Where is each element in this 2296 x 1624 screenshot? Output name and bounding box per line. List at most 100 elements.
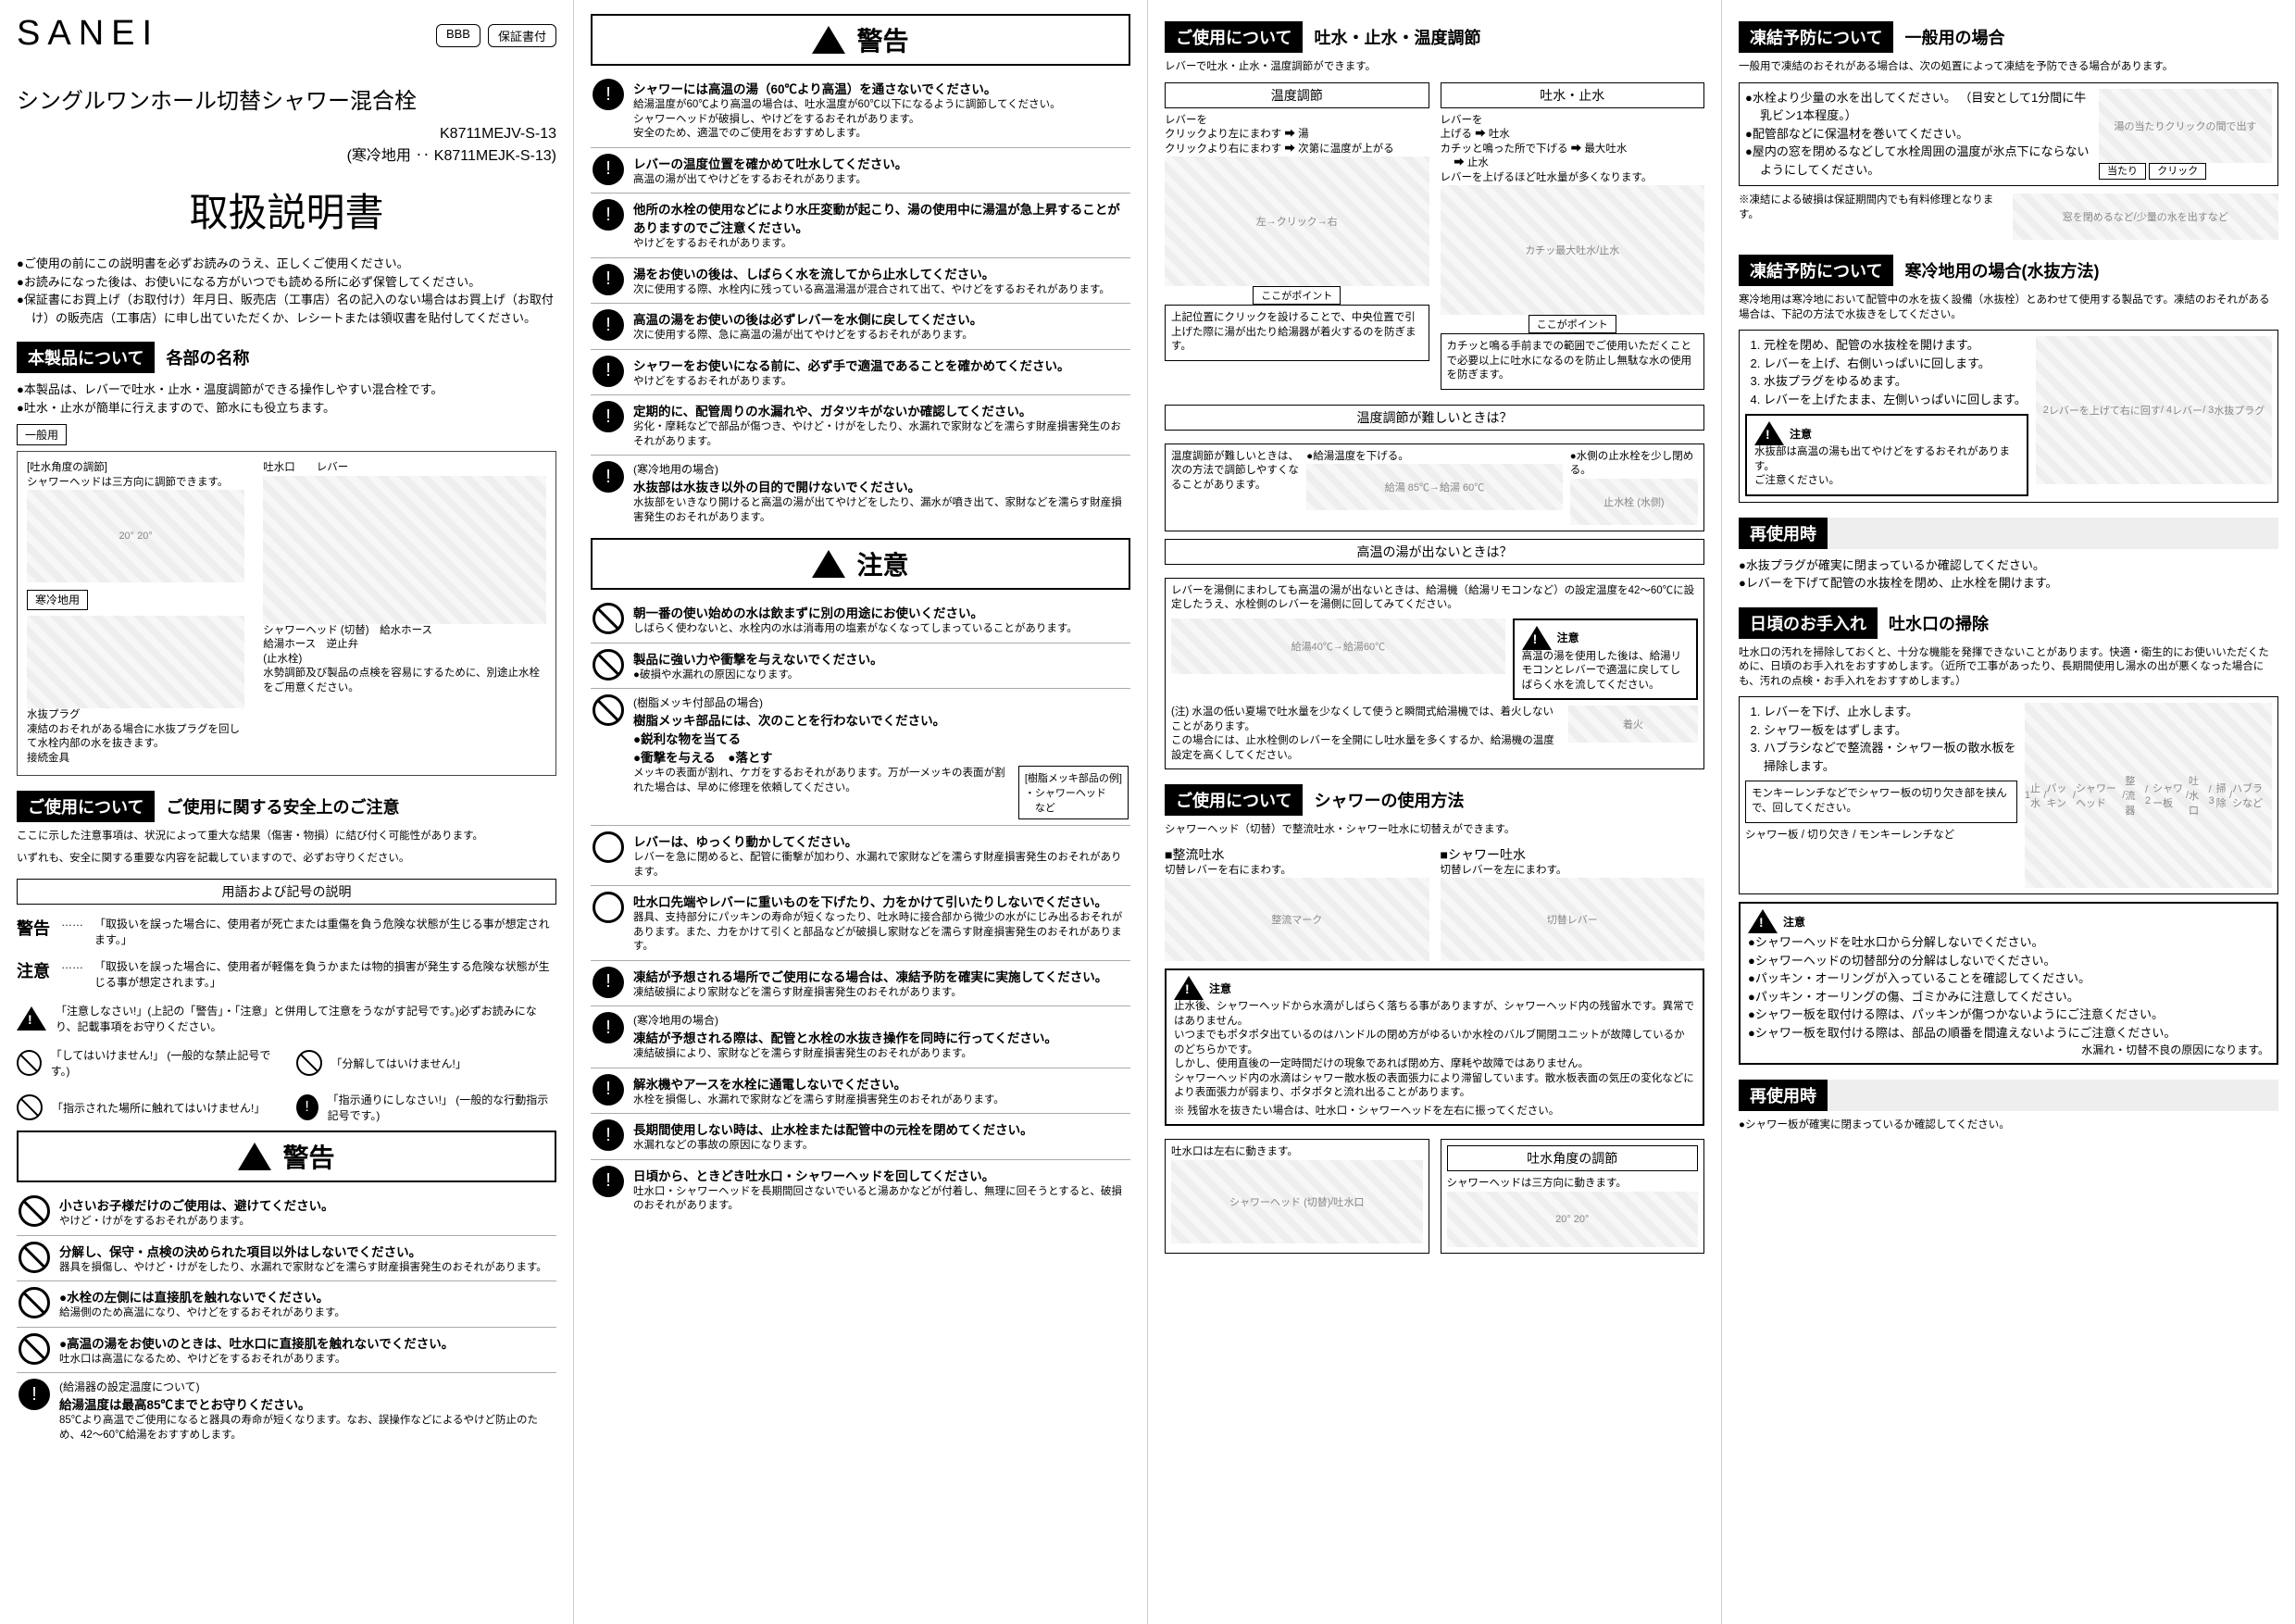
warning-item: 分解し、保守・点検の決められた項目以外はしないでください。器具を損傷し、やけど・… — [17, 1235, 556, 1281]
warning-item: 吐水口先端やレバーに重いものを下げたり、力をかけて引いたりしないでください。器具… — [591, 885, 1130, 960]
adj-note: 水勢調節及び製品の点検を容易にするために、別途止水栓をご用意ください。 — [263, 667, 546, 695]
temp-diff-m1: ●給湯温度を下げる。 — [1306, 450, 1563, 465]
mand-def: 「指示通りにしなさい!」 (一般的な行動指示記号です。) — [328, 1092, 556, 1123]
freeze-gen-diagram: 湯の当たりクリックの間で出す — [2099, 89, 2272, 163]
wrench-label: モンキーレンチなど — [1859, 830, 1955, 841]
warning-subhead: (給湯器の設定温度について) — [59, 1379, 555, 1394]
no-hot-diagram: 給湯40℃ → 給湯60℃ — [1171, 618, 1505, 674]
warning-item: ●高温の湯をお使いのときは、吐水口に直接肌を触れないでください。吐水口は高温にな… — [17, 1327, 556, 1373]
warning-head: シャワーには高温の湯（60℃より高温）を通さないでください。 — [633, 79, 1129, 97]
warning-head: シャワーをお使いになる前に、必ず手で適温であることを確かめてください。 — [633, 356, 1129, 374]
warning-head: 水抜部は水抜き以外の目的で開けないでください。 — [633, 477, 1129, 495]
mandatory-icon: ! — [19, 1379, 50, 1410]
warning-item: !シャワーには高温の湯（60℃より高温）を通さないでください。給湯温度が60℃よ… — [591, 73, 1130, 147]
warning-subhead: (寒冷地用の場合) — [633, 1012, 1129, 1028]
terms-title: 用語および記号の説明 — [17, 879, 556, 905]
parts-feature: 本製品は、レバーで吐水・止水・温度調節ができる操作しやすい混合栓です。 — [31, 381, 556, 399]
safety-header: ご使用について — [17, 791, 155, 822]
triangle-icon — [1748, 909, 1778, 933]
warning-head: 長期間使用しない時は、止水栓または配管中の元栓を閉めてください。 — [633, 1119, 1129, 1138]
mandatory-icon: ! — [593, 154, 624, 185]
model-cold: (寒冷地用 ‥ K8711MEJK-S-13) — [347, 148, 556, 164]
warning-item: !定期的に、配管周りの水漏れや、ガタツキがないか確認してください。劣化・摩耗など… — [591, 394, 1130, 455]
temp-diff-m2: ●水側の止水栓を少し閉める。 — [1570, 450, 1698, 479]
warn-def: 「取扱いを誤った場合に、使用者が死亡または重傷を負う危険な状態が生じる事が想定さ… — [94, 916, 556, 947]
warning-desc: 凍結破損により、家財などを濡らす財産損害発生のおそれがあります。 — [633, 1047, 1129, 1062]
warning-head: レバーの温度位置を確かめて吐水してください。 — [633, 154, 1129, 172]
mandatory-icon: ! — [593, 79, 624, 110]
resin-box: [樹脂メッキ部品の例] ・シャワーヘッド など — [1018, 766, 1129, 819]
parts-diagram-angle: 20° 20° — [27, 490, 244, 582]
warning-item: !長期間使用しない時は、止水栓または配管中の元栓を閉めてください。水漏れなどの事… — [591, 1113, 1130, 1159]
temp-diagram: 左 → クリック → 右 — [1165, 156, 1429, 286]
reuse-header: 再使用時 — [1739, 518, 1828, 549]
temp-body: レバーを クリックより左にまわす ➡ 湯 クリックより右にまわす ➡ 次第に温度… — [1165, 114, 1429, 157]
warning-desc: やけどをするおそれがあります。 — [633, 237, 1129, 252]
angle-label: [吐水角度の調節] — [27, 461, 244, 476]
tag-warranty: 保証書付 — [488, 24, 556, 47]
no-hot-caution: 注意 — [1557, 630, 1579, 645]
warning-item: ●水栓の左側には直接肌を触れないでください。給湯側のため高温になり、やけどをする… — [17, 1280, 556, 1327]
drain-plug-label: 水抜プラグ — [27, 708, 244, 723]
mandatory-icon: ! — [593, 1012, 624, 1043]
mandatory-icon: ! — [593, 264, 624, 295]
freeze-cold-sub: 寒冷地用の場合(水抜方法) — [1893, 255, 2110, 286]
warning-desc: やけど・けがをするおそれがあります。 — [59, 1215, 555, 1230]
warning-desc: メッキの表面が割れ、ケガをするおそれがあります。万が一メッキの表面が割れた場合は… — [633, 767, 1005, 819]
cleaning-diagram: 1 止水 / パッキン / シャワーヘッド / 整流器 / 2 シャワー板 / … — [2025, 703, 2272, 888]
warning-item: !高温の湯をお使いの後は必ずレバーを水側に戻してください。次に使用する際、急に高… — [591, 303, 1130, 349]
freeze-note: ※凍結による破損は保証期間内でも有料修理となります。 — [1739, 194, 2005, 222]
shower-caution: 注意 — [1209, 981, 1231, 996]
warning-head: 製品に強い力や衝撃を与えないでください。 — [633, 649, 1129, 668]
head-3way: シャワーヘッドは三方向に調節できます。 — [27, 476, 244, 491]
mandatory-icon: ! — [593, 309, 624, 341]
leak-note: 水漏れ・切替不良の原因になります。 — [1748, 1042, 2269, 1057]
prohibit-icon — [593, 603, 624, 634]
outlet-diagram: シャワーヘッド (切替) / 吐水口 — [1171, 1160, 1423, 1243]
warn-term: 警告 — [17, 916, 50, 947]
warning-subhead: (樹脂メッキ付部品の場合) — [633, 694, 1129, 710]
temp-diff-body: 温度調節が難しいときは、次の方法で調節しやすくなることがあります。 — [1171, 450, 1299, 493]
no-hot-title: 高温の湯が出ないときは？ — [1165, 539, 1704, 565]
warning-item: 小さいお子様だけのご使用は、避けてください。やけど・けがをするおそれがあります。 — [17, 1190, 556, 1235]
warning-item: !(給湯器の設定温度について)給湯温度は最高85℃までとお守りください。85℃よ… — [17, 1372, 556, 1448]
parts-diagram-main — [263, 476, 546, 624]
point-pill: ここがポイント — [1253, 286, 1341, 305]
warning-head: 解氷機やアースを水栓に通電しないでください。 — [633, 1074, 1129, 1093]
stop-valve-label: (止水栓) — [263, 653, 546, 668]
cold-label: 寒冷地用 — [27, 590, 88, 610]
usage-lead: レバーで吐水・止水・温度調節ができます。 — [1165, 60, 1704, 75]
warning-head: 定期的に、配管周りの水漏れや、ガタツキがないか確認してください。 — [633, 401, 1129, 419]
warning-head: 凍結が予想される際は、配管と水栓の水抜き操作を同時に行ってください。 — [633, 1028, 1129, 1046]
warning-head: 分解し、保守・点検の決められた項目以外はしないでください。 — [59, 1242, 555, 1260]
warning-desc: ●破損や水漏れの原因になります。 — [633, 668, 1129, 683]
tag-bbb: BBB — [436, 24, 480, 47]
prohibit-icon — [19, 1242, 50, 1273]
plug-note: 凍結のおそれがある場合に水抜プラグを回して水栓内部の水を抜きます。 — [27, 723, 244, 752]
cleaning-c: シャワーヘッドの切替部分の分解はしないでください。 — [1763, 952, 2269, 970]
temp-title: 温度調節 — [1165, 82, 1429, 108]
triangle-icon — [1174, 976, 1204, 1000]
cleaning-step: シャワー板をはずします。 — [1764, 721, 2017, 740]
temp-note: 上記位置にクリックを設けることで、中央位置で引上げた際に湯が出たり給湯器が着火す… — [1165, 305, 1429, 361]
freeze-b2: 配管部などに保温材を巻いてください。 — [1760, 125, 2091, 144]
warning-desc: 凍結破損により家財などを濡らす財産損害発生のおそれがあります。 — [633, 986, 1129, 1001]
product-title: シングルワンホール切替シャワー混合栓 — [17, 82, 556, 115]
straight-act: 切替レバーを右にまわす。 — [1165, 864, 1429, 879]
parts-header: 本製品について — [17, 342, 155, 373]
pro-def3: 「指示された場所に触れてはいけません!」 — [52, 1100, 265, 1116]
freeze-cold-caution: 注意 — [1790, 426, 1812, 442]
triangle-icon — [1754, 421, 1784, 445]
bracket-label: 接続金具 — [27, 752, 244, 767]
caution-icon — [593, 892, 624, 923]
reuse-header: 再使用時 — [1739, 1080, 1828, 1111]
prohibit-icon — [19, 1333, 50, 1365]
prohibit-icon — [296, 1050, 322, 1076]
warning-desc: 高温の湯が出てやけどをするおそれがあります。 — [633, 173, 1129, 188]
hose-label: 給水ホース — [380, 625, 432, 636]
cleaning-tool: モンキーレンチなどでシャワー板の切り欠き部を挟んで、回してください。 — [1745, 781, 2017, 822]
cleaning-c: シャワーヘッドを吐水口から分解しないでください。 — [1763, 933, 2269, 952]
safety-lead1: ここに示した注意事項は、状況によって重大な結果（傷害・物損）に結び付く可能性があ… — [17, 830, 556, 844]
parts-feature: 吐水・止水が簡単に行えますので、節水にも役立ちます。 — [31, 399, 556, 418]
mandatory-icon: ! — [593, 1166, 624, 1197]
